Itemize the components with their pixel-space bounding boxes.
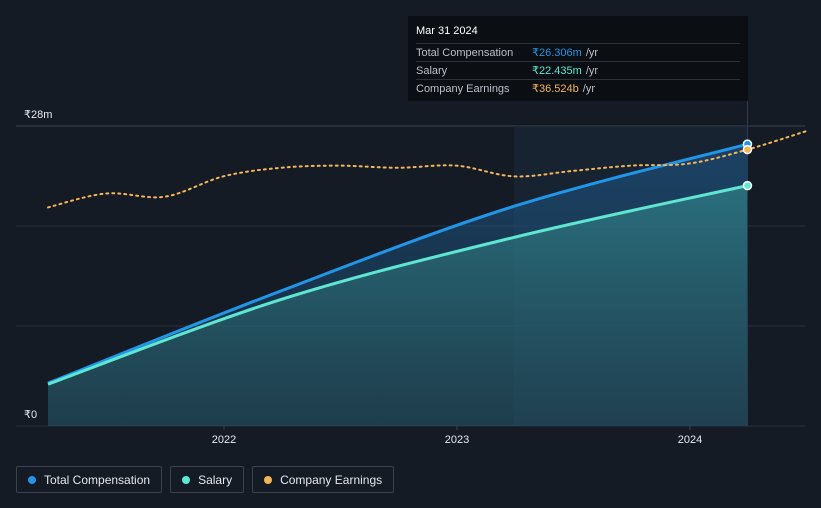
tooltip-row-salary: Salary ₹22.435m /yr: [416, 61, 740, 79]
tooltip-unit: /yr: [585, 64, 599, 77]
salary-line: [47, 184, 748, 386]
legend: Total Compensation Salary Company Earnin…: [16, 466, 395, 493]
tooltip-unit: /yr: [582, 82, 595, 95]
legend-label: Company Earnings: [280, 472, 383, 487]
tooltip-unit: /yr: [585, 46, 599, 59]
tooltip-label: Salary: [416, 64, 448, 77]
x-tick-label: 2022: [212, 434, 236, 446]
tooltip-row-total: Total Compensation ₹26.306m /yr: [416, 43, 740, 61]
tooltip-value: ₹22.435m: [532, 65, 582, 77]
y-axis-top-label: ₹28m: [24, 109, 53, 121]
x-tick-label: 2024: [678, 434, 702, 446]
tooltip-value: ₹36.524b: [532, 83, 579, 95]
legend-item-total-compensation[interactable]: Total Compensation: [16, 466, 163, 493]
salary-area: [48, 185, 748, 426]
tooltip-value: ₹26.306m: [532, 47, 582, 59]
tooltip-label: Company Earnings: [416, 82, 510, 95]
highlight-markers: [742, 100, 753, 426]
y-axis-bottom-label: ₹0: [24, 409, 38, 421]
highlight-marker: [742, 180, 753, 191]
tooltip-date: Mar 31 2024: [416, 25, 478, 37]
legend-dot-icon: [264, 475, 273, 484]
legend-item-company-earnings[interactable]: Company Earnings: [252, 466, 395, 493]
highlight-marker: [742, 144, 753, 155]
tooltip-row-earnings: Company Earnings ₹36.524b /yr: [416, 79, 740, 97]
legend-dot-icon: [182, 475, 191, 484]
total-compensation-line: [47, 142, 748, 385]
tooltip: Mar 31 2024 Total Compensation ₹26.306m …: [408, 16, 748, 101]
tooltip-label: Total Compensation: [416, 46, 514, 59]
series-areas: [48, 144, 748, 426]
legend-label: Salary: [198, 472, 233, 487]
x-tick-label: 2023: [445, 434, 469, 446]
series-lines: [47, 130, 807, 386]
legend-dot-icon: [28, 475, 36, 484]
x-axis-ticks: 2022 2023 2024: [212, 426, 702, 446]
company-earnings-line: [47, 130, 807, 209]
legend-label: Total Compensation: [44, 472, 151, 487]
legend-item-salary[interactable]: Salary: [170, 466, 245, 493]
